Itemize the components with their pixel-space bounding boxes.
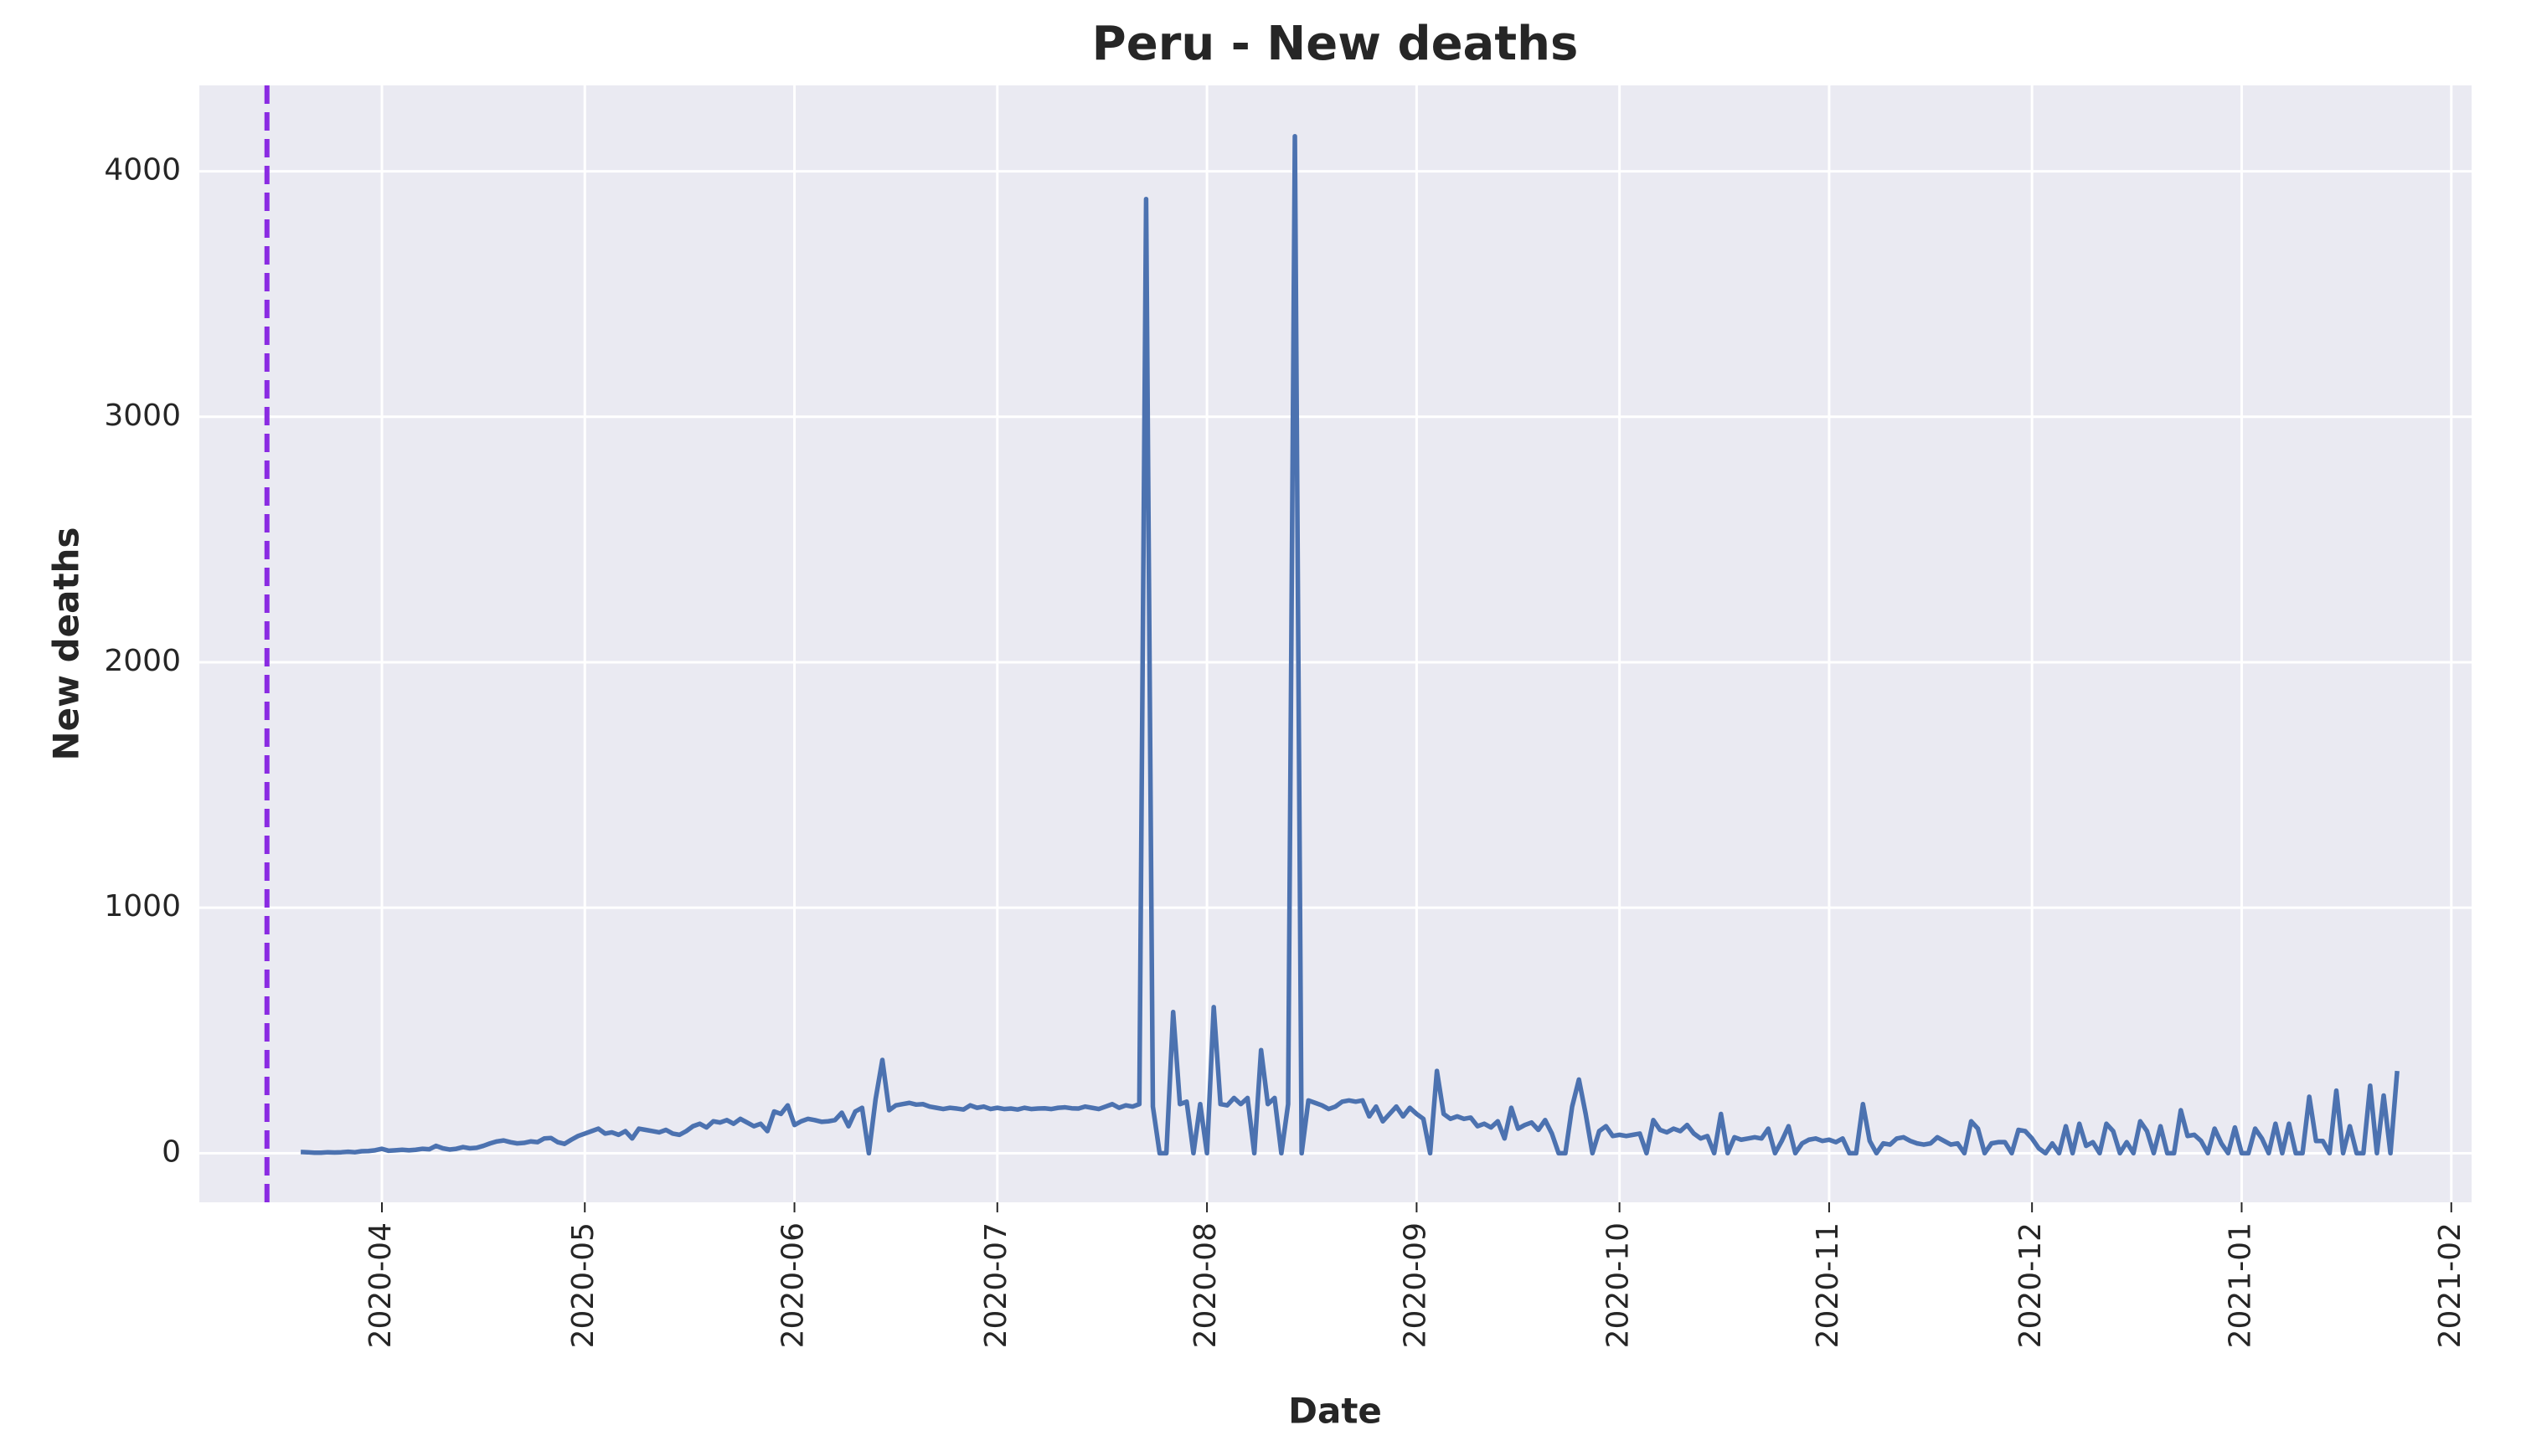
x-tick-label: 2020-08 — [1188, 1222, 1223, 1348]
y-tick-label: 0 — [162, 1134, 181, 1169]
x-axis-label: Date — [1288, 1391, 1382, 1432]
x-tick-label: 2020-11 — [1811, 1222, 1845, 1348]
plot-area — [199, 85, 2472, 1202]
x-tick-label: 2020-09 — [1398, 1222, 1432, 1348]
x-tick-label: 2020-10 — [1601, 1222, 1636, 1348]
y-tick-label: 2000 — [104, 644, 181, 678]
x-tick-label: 2020-12 — [2013, 1222, 2048, 1348]
x-tick-label: 2020-04 — [363, 1222, 398, 1348]
y-tick-label: 3000 — [104, 399, 181, 433]
chart-title: Peru - New deaths — [1092, 17, 1579, 71]
grid — [199, 85, 2472, 1202]
x-tick-label: 2020-07 — [979, 1222, 1013, 1348]
x-tick-label: 2021-02 — [2433, 1222, 2467, 1348]
x-tick-label: 2020-06 — [776, 1222, 811, 1348]
y-tick-label: 1000 — [104, 889, 181, 924]
y-axis-label: New deaths — [46, 527, 87, 761]
marks — [264, 85, 2400, 1202]
x-tick-label: 2021-01 — [2223, 1222, 2257, 1348]
x-tick-label: 2020-05 — [566, 1222, 601, 1348]
data-line — [301, 133, 2400, 1156]
y-tick-label: 4000 — [104, 153, 181, 188]
